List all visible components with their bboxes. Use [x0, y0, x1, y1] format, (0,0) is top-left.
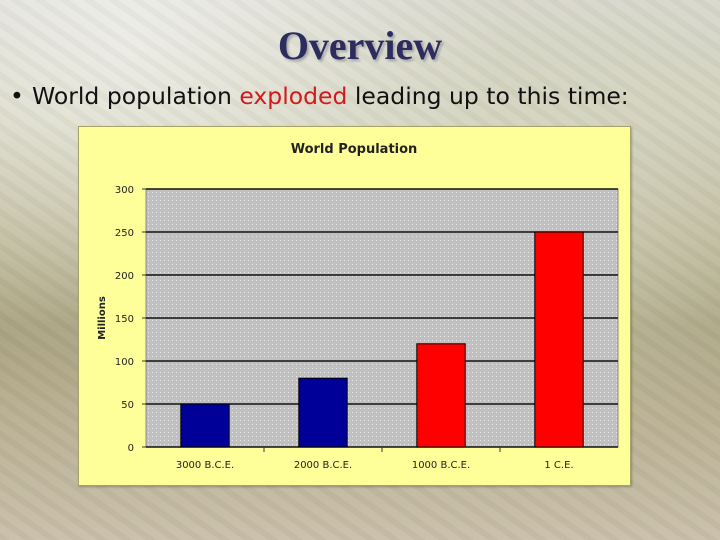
- bullet-text-emphasis: exploded: [239, 82, 348, 110]
- slide-title: Overview: [277, 23, 443, 68]
- y-tick-label: 50: [121, 400, 134, 411]
- y-tick-label: 200: [115, 271, 134, 282]
- x-axis-ticks: 3000 B.C.E. 2000 B.C.E. 1000 B.C.E. 1 C.E.: [176, 447, 574, 471]
- bullet-text-start: World population: [32, 82, 240, 110]
- y-tick-label: 0: [128, 443, 134, 454]
- y-tick-label: 300: [115, 185, 134, 196]
- y-axis-label: Millions: [97, 296, 108, 340]
- bars: [180, 231, 584, 448]
- chart-title: World Population: [291, 142, 418, 157]
- x-tick-label: 1 C.E.: [544, 460, 573, 471]
- bar: [180, 403, 230, 448]
- y-tick-label: 150: [115, 314, 134, 325]
- population-bar-chart: World Population 0 50 100 150 200 250 300 3000…: [97, 142, 619, 471]
- bar: [534, 231, 584, 448]
- bullet-marker: •: [10, 82, 24, 110]
- bar: [416, 343, 466, 448]
- y-tick-label: 100: [115, 357, 134, 368]
- x-tick-label: 3000 B.C.E.: [176, 460, 234, 471]
- bullet-point: • World population exploded leading up to…: [10, 80, 715, 112]
- y-tick-label: 250: [115, 228, 134, 239]
- chart-container: World Population 0 50 100 150 200 250 300 3000…: [78, 126, 631, 486]
- y-axis-ticks: 0 50 100 150 200 250 300: [115, 185, 146, 454]
- x-tick-label: 2000 B.C.E.: [294, 460, 352, 471]
- x-tick-label: 1000 B.C.E.: [412, 460, 470, 471]
- bullet-text-end: leading up to this time:: [347, 82, 629, 110]
- bar: [298, 377, 348, 448]
